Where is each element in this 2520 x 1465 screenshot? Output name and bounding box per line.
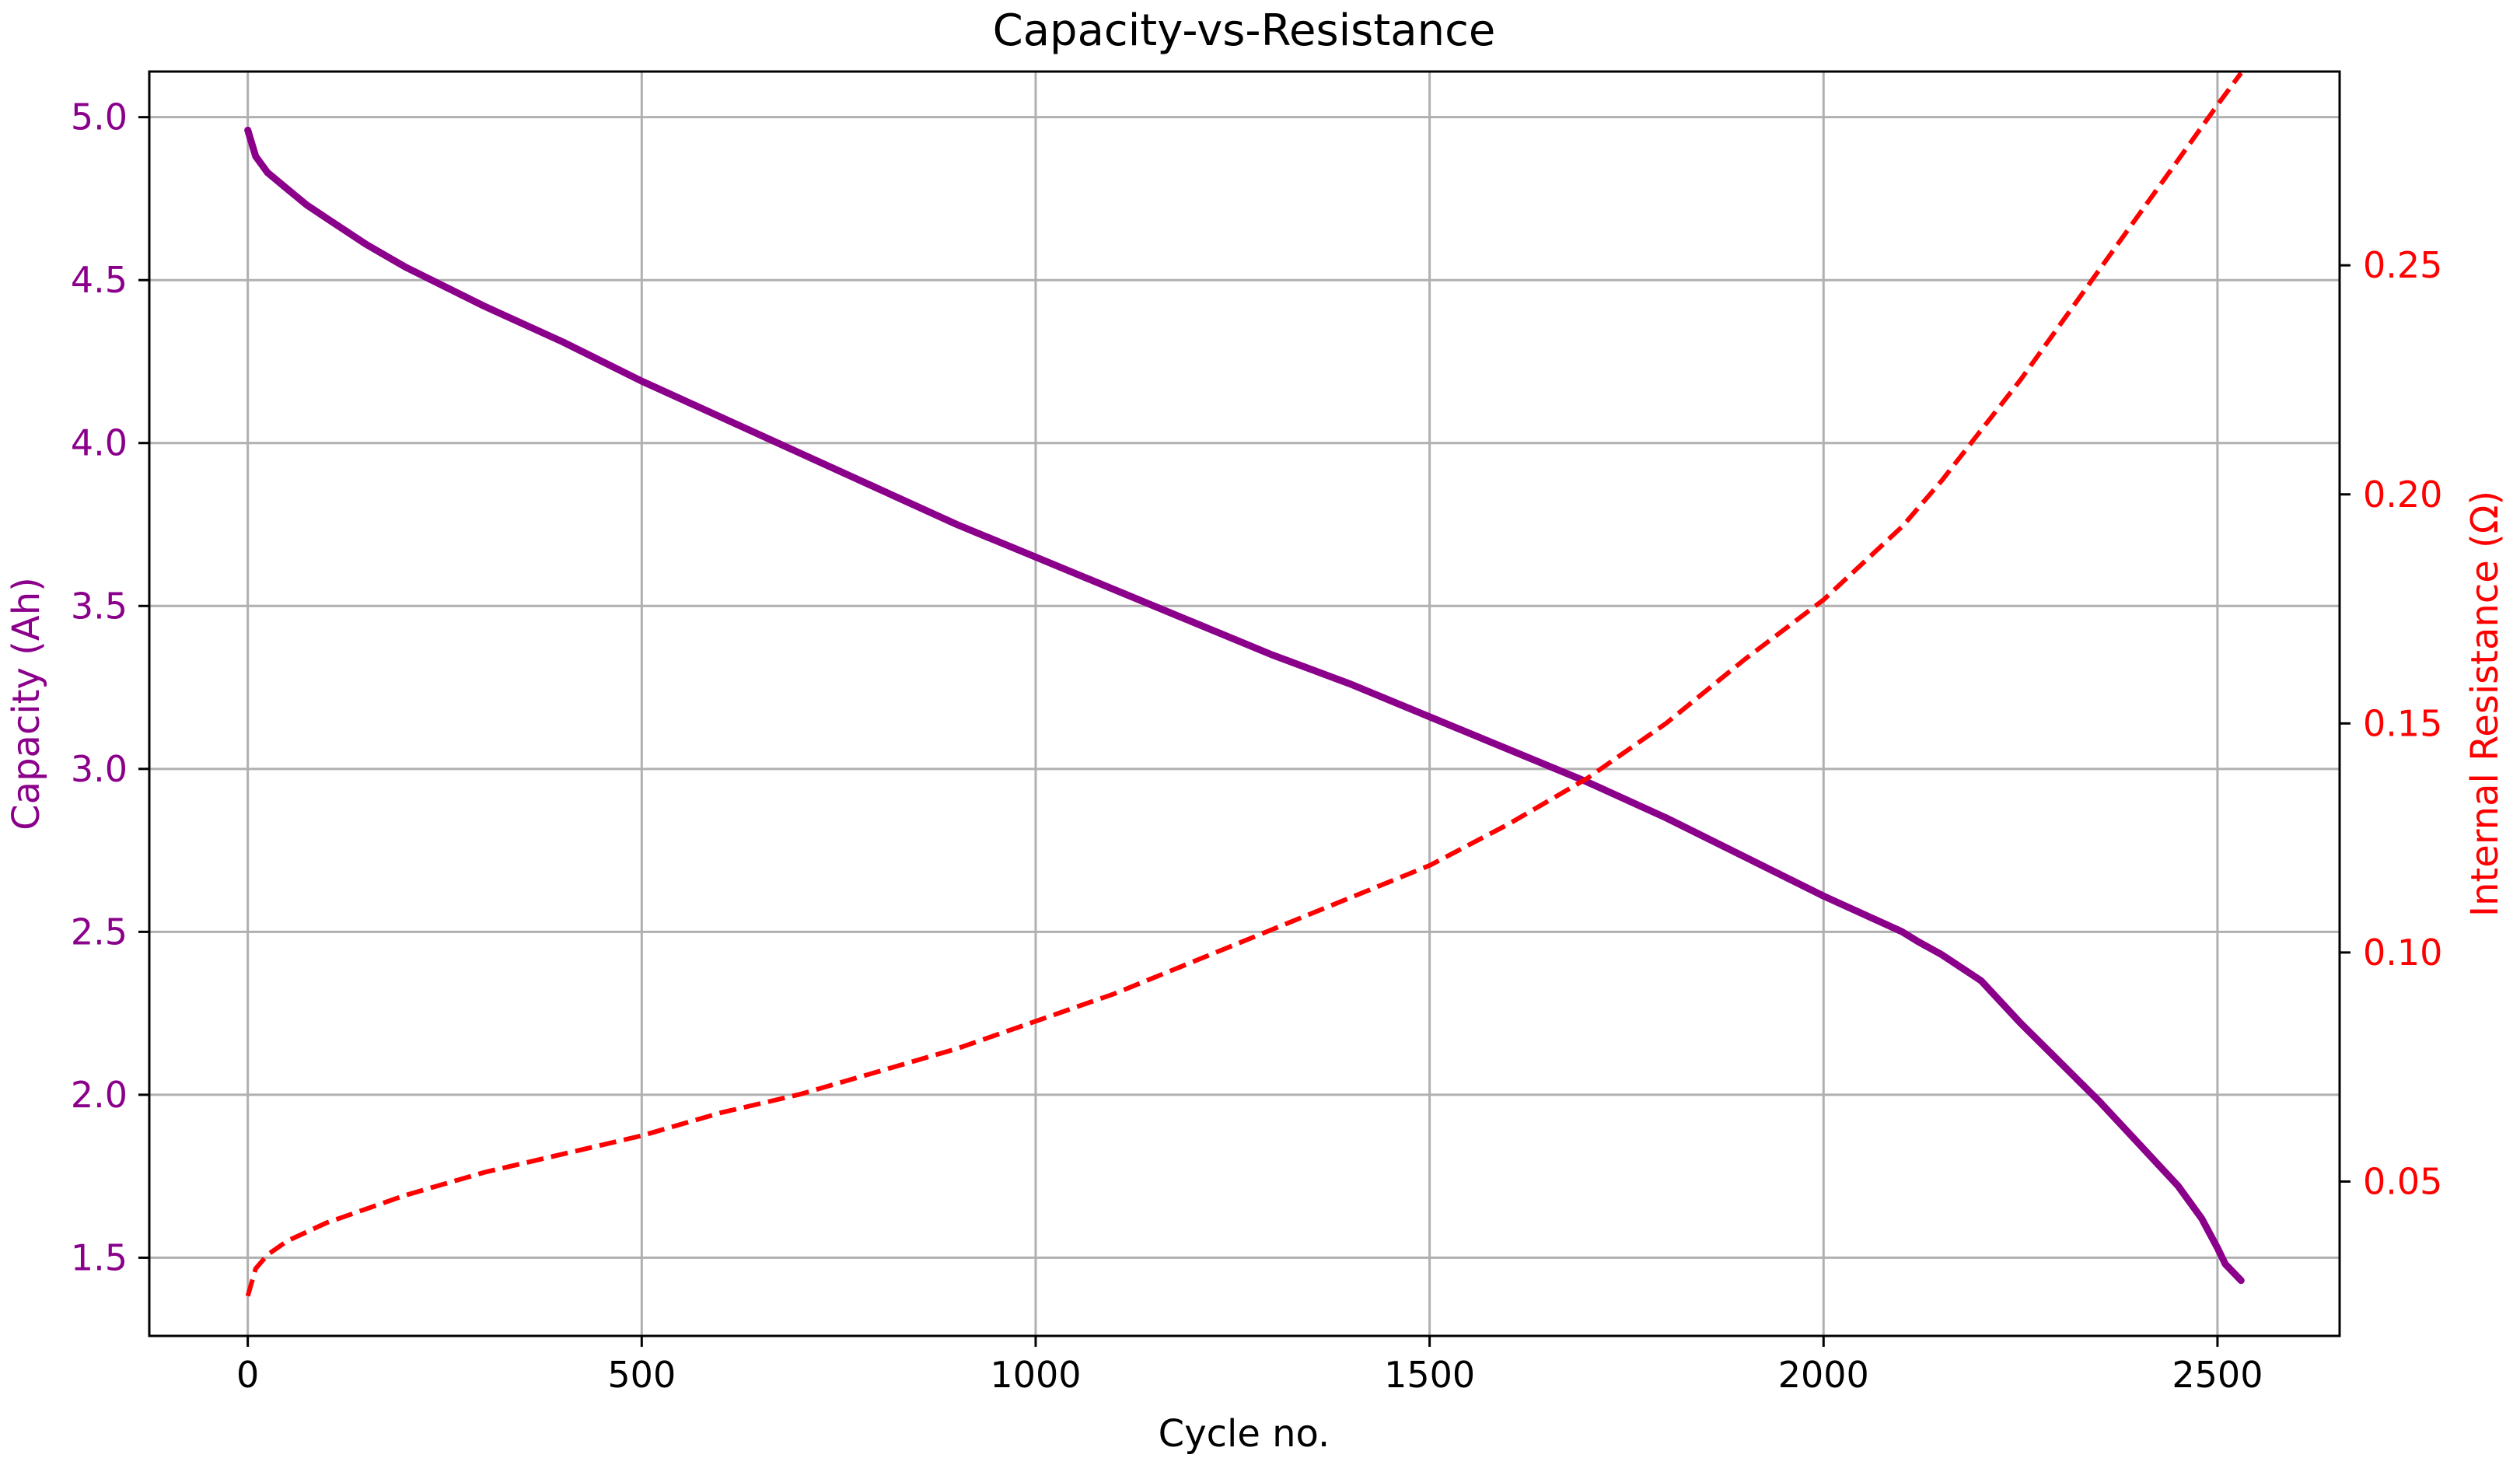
y-left-tick-label: 4.5 (71, 259, 128, 301)
y-right-tick-label: 0.25 (2363, 244, 2442, 286)
y-right-tick-label: 0.05 (2363, 1160, 2442, 1202)
y-axis-left-label: Capacity (Ah) (5, 577, 48, 830)
plot-frame (148, 70, 2341, 1337)
y-left-tick-label: 3.0 (71, 748, 128, 790)
x-tick-label: 2000 (1778, 1354, 1869, 1396)
y-axis-right: 0.05 0.10 0.15 0.20 0.25 (2340, 244, 2442, 1202)
capacity-series-line (244, 126, 2245, 1285)
y-right-tick-label: 0.15 (2363, 702, 2442, 744)
y-left-tick-label: 2.0 (71, 1074, 128, 1116)
y-right-tick-label: 0.20 (2363, 474, 2442, 516)
x-tick-label: 1000 (990, 1354, 1081, 1396)
x-tick-label: 2500 (2172, 1354, 2263, 1396)
y-left-tick-label: 2.5 (71, 911, 128, 953)
y-left-tick-label: 5.0 (71, 96, 128, 138)
y-left-tick-label: 1.5 (71, 1236, 128, 1278)
x-axis-label: Cycle no. (1159, 1412, 1330, 1456)
x-tick-label: 1500 (1384, 1354, 1475, 1396)
x-tick-label: 500 (607, 1354, 676, 1396)
y-axis-right-label: Internal Resistance (Ω) (2463, 491, 2507, 917)
resistance-series-line (245, 72, 2243, 1297)
y-right-tick-label: 0.10 (2363, 932, 2442, 974)
y-axis-left: 1.5 2.0 2.5 3.0 3.5 4.0 4.5 5.0 (71, 96, 149, 1278)
series-layer (244, 72, 2245, 1297)
x-axis: 0 500 1000 1500 2000 2500 (236, 1336, 2263, 1396)
chart-title: Capacity-vs-Resistance (993, 5, 1496, 56)
y-left-tick-label: 3.5 (71, 585, 128, 627)
grid (149, 72, 2340, 1336)
y-left-tick-label: 4.0 (71, 422, 128, 464)
x-tick-label: 0 (236, 1354, 259, 1396)
